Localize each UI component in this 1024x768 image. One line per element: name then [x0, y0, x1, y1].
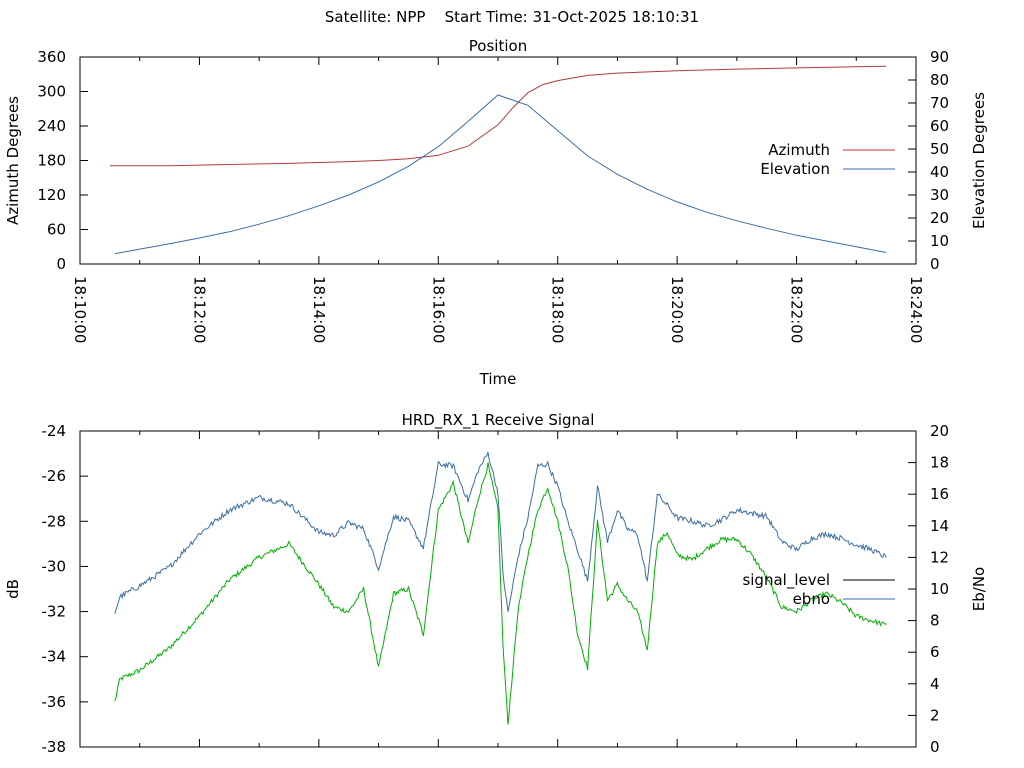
y2-tick-label: 16: [930, 485, 949, 503]
y-tick-label: -26: [42, 467, 67, 485]
y2-tick-label: 14: [930, 517, 949, 535]
y2-axis-label: Elevation Degrees: [970, 92, 988, 229]
position-chart: Position 18:10:00 18:12:00 18:14:00 18:16:00…: [4, 37, 988, 388]
y2-tick-label: 10: [930, 580, 949, 598]
y2-axis-label: Eb/No: [970, 567, 988, 611]
legend-label-ebno: ebno: [793, 590, 830, 608]
x-tick-label: 18:24:00: [907, 276, 925, 343]
y-tick-label: 300: [37, 83, 66, 101]
series-line-ebno: [114, 452, 887, 614]
y2-tick-label: 20: [930, 422, 949, 440]
series-line-elevation: [114, 94, 887, 255]
y-tick-label: -34: [42, 648, 67, 666]
y-tick-label: -28: [42, 512, 67, 530]
y2-tick-label: 2: [930, 706, 940, 724]
chart-title: Position: [469, 37, 527, 55]
y2-tick-label: 50: [930, 140, 949, 158]
y-tick-label: 120: [37, 186, 66, 204]
y2-tick-label: 60: [930, 117, 949, 135]
y2-tick-label: 0: [930, 738, 940, 756]
y2-tick-label: 0: [930, 255, 940, 273]
y-tick-label: -24: [42, 422, 67, 440]
chart-title: HRD_RX_1 Receive Signal: [402, 411, 595, 430]
legend-label-signal-level: signal_level: [742, 571, 830, 590]
y2-tick-label: 90: [930, 48, 949, 66]
y-tick-label: -38: [42, 738, 67, 756]
start-time-label: Start Time: 31-Oct-2025 18:10:31: [444, 8, 700, 26]
y2-tick-label: 40: [930, 163, 949, 181]
satellite-label: Satellite: NPP: [324, 8, 426, 26]
y-tick-label: 0: [56, 255, 66, 273]
y-axis-label: Azimuth Degrees: [4, 96, 22, 225]
y-tick-label: -36: [42, 693, 67, 711]
main-title: Satellite: NPP Start Time: 31-Oct-2025 1…: [0, 8, 1024, 26]
series-line-azimuth: [109, 65, 887, 167]
y2-tick-label: 8: [930, 612, 940, 630]
x-tick-label: 18:14:00: [310, 276, 328, 343]
y2-tick-label: 30: [930, 186, 949, 204]
x-tick-label: 18:16:00: [429, 276, 447, 343]
x-tick-label: 18:20:00: [668, 276, 686, 343]
y-tick-label: 360: [37, 48, 66, 66]
x-tick-label: 18:22:00: [788, 276, 806, 343]
legend-label-azimuth: Azimuth: [768, 141, 830, 159]
y-tick-label: -32: [42, 603, 67, 621]
y2-tick-label: 20: [930, 209, 949, 227]
y2-tick-label: 12: [930, 548, 949, 566]
x-tick-label: 18:18:00: [549, 276, 567, 343]
y2-tick-label: 80: [930, 71, 949, 89]
y2-tick-label: 70: [930, 94, 949, 112]
y2-tick-label: 4: [930, 675, 940, 693]
y-tick-label: -30: [42, 557, 67, 575]
y-tick-label: 60: [47, 221, 66, 239]
y2-tick-label: 18: [930, 454, 949, 472]
series-line-signal-level: [114, 462, 887, 725]
y-tick-label: 180: [37, 152, 66, 170]
x-tick-label: 18:12:00: [190, 276, 208, 343]
y2-tick-label: 6: [930, 643, 940, 661]
plot-frame: [79, 430, 917, 748]
y-axis-label: dB: [4, 579, 22, 599]
y-tick-label: 240: [37, 117, 66, 135]
legend-label-elevation: Elevation: [760, 160, 830, 178]
x-tick-label: 18:10:00: [71, 276, 89, 343]
x-axis-label: Time: [479, 370, 517, 388]
y2-tick-label: 10: [930, 232, 949, 250]
receive-signal-chart: HRD_RX_1 Receive Signal -38 -36 -34 -32 -30 -2…: [4, 411, 988, 756]
